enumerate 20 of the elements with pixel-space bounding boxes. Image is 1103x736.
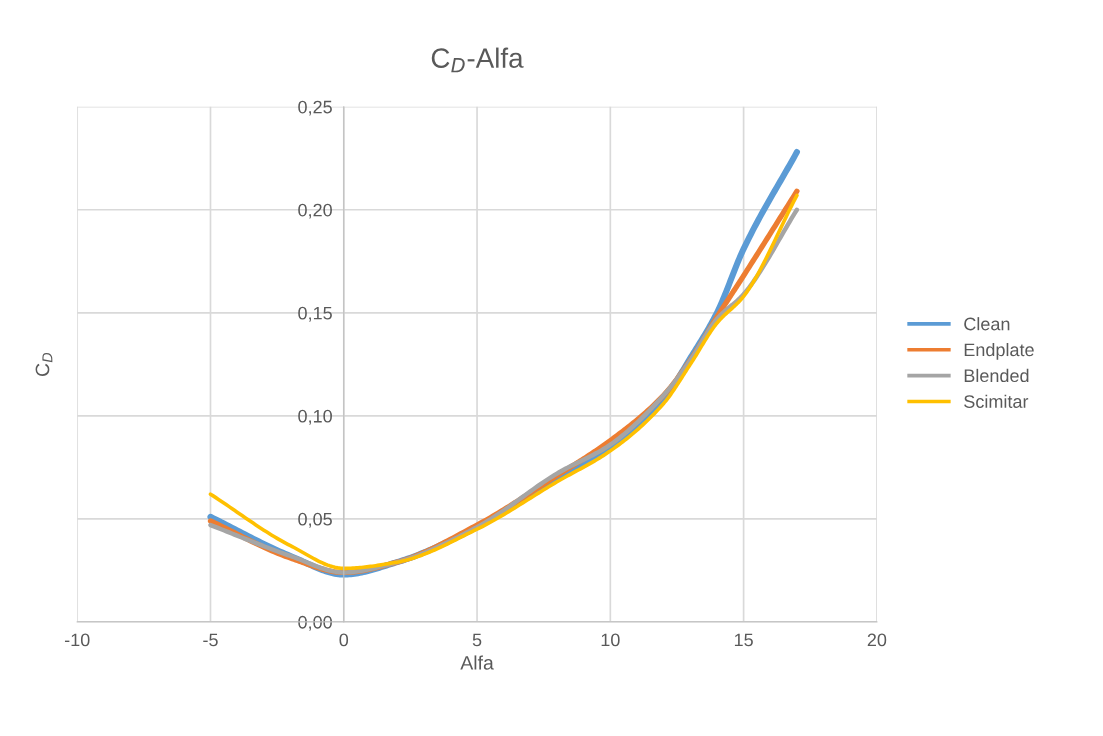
y-tick-label: 0,10 bbox=[298, 409, 332, 425]
legend-label: Endplate bbox=[964, 342, 1034, 360]
x-tick-label: 5 bbox=[472, 633, 482, 647]
x-tick-label: 0 bbox=[339, 633, 349, 647]
x-axis-title: Alfa bbox=[460, 655, 494, 670]
y-tick-label: 0,05 bbox=[298, 512, 332, 528]
y-tick-label: 0,15 bbox=[298, 306, 332, 322]
legend-label: Scimitar bbox=[964, 394, 1029, 408]
y-tick-label: 0,00 bbox=[298, 615, 332, 631]
x-tick-label: 15 bbox=[734, 633, 753, 647]
x-tick-label: 10 bbox=[601, 633, 620, 647]
y-axis-title: C$_{D}$ bbox=[35, 352, 53, 376]
x-tick-label: -5 bbox=[203, 633, 218, 647]
chart-title: C$_{D}$-Alfa bbox=[431, 47, 524, 73]
y-tick-label: 0,20 bbox=[298, 203, 332, 219]
x-tick-label: 20 bbox=[867, 633, 887, 647]
x-tick-label: -10 bbox=[64, 633, 90, 647]
legend-label: Blended bbox=[964, 368, 1029, 383]
y-tick-label: 0,25 bbox=[298, 100, 332, 116]
legend-label: Clean bbox=[964, 317, 1010, 331]
